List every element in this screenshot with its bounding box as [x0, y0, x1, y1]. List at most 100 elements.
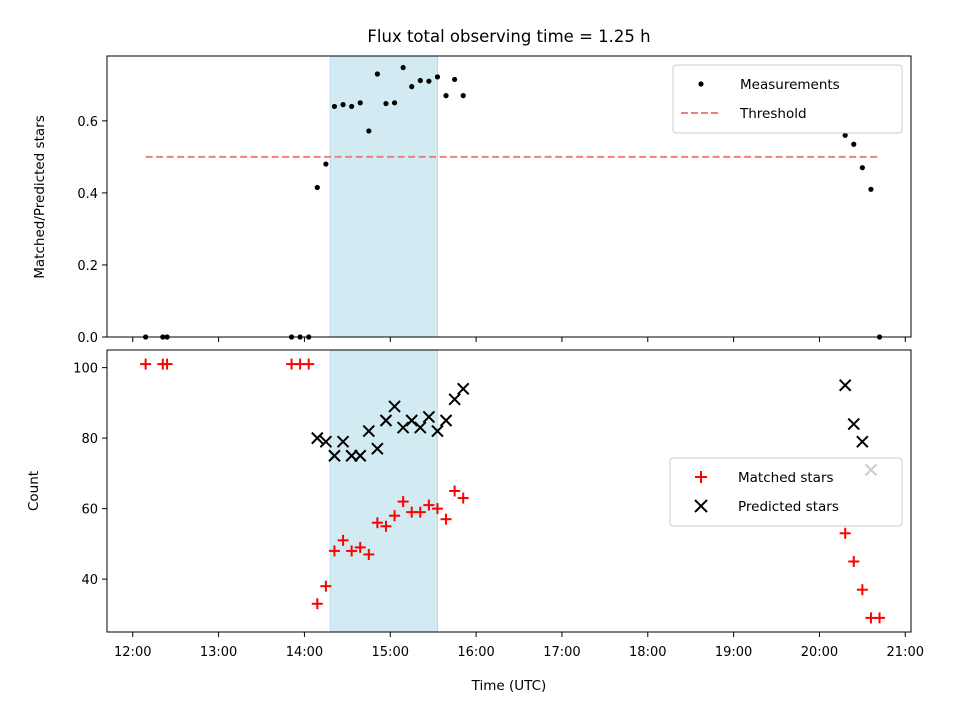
predicted-star-point [328, 449, 341, 462]
legend-measurements-label: Measurements [740, 77, 840, 93]
panel-counts-y-axis-label: Count [26, 471, 42, 511]
x-tick-label: 18:00 [629, 645, 666, 660]
matched-star-point [311, 598, 323, 610]
y-tick-label: 0.4 [77, 187, 98, 202]
matched-star-point [371, 517, 383, 529]
panel-ratio: 0.0 0.2 0.4 0.6 Flux total observing time =… [32, 27, 912, 346]
panel-counts: Matched stars Predicted stars 12:00 13:00… [26, 349, 924, 694]
measurement-point [426, 78, 432, 84]
measurement-point [331, 103, 338, 110]
predicted-star-point [379, 414, 393, 427]
predicted-star-point [336, 435, 350, 448]
x-tick-label: 13:00 [200, 645, 237, 660]
matched-star-point [161, 358, 173, 370]
measurement-point [851, 141, 857, 147]
matched-star-point [328, 545, 340, 557]
matched-star-point [303, 358, 315, 370]
predicted-star-point [856, 435, 869, 448]
y-tick-label: 0.6 [77, 115, 98, 130]
matched-star-point [397, 496, 409, 508]
y-tick-label: 40 [81, 573, 98, 588]
matched-star-point [337, 534, 349, 546]
panel-ratio-shaded-span [329, 55, 438, 338]
measurement-point [391, 100, 398, 106]
measurement-point [357, 100, 363, 106]
count-points [140, 358, 886, 624]
x-tick-label: 12:00 [114, 645, 151, 660]
matched-star-point [354, 541, 366, 553]
matched-star-point [414, 506, 426, 518]
predicted-star-point [354, 449, 367, 462]
predicted-star-point [311, 431, 324, 445]
predicted-star-point [405, 414, 418, 427]
matched-star-point [848, 556, 860, 567]
predicted-star-point [319, 435, 333, 448]
matched-star-point [380, 520, 392, 532]
measurement-point [859, 165, 865, 171]
predicted-star-point [838, 379, 852, 392]
predicted-star-point [431, 424, 444, 438]
panel-ratio-y-axis-label: Matched/Predicted stars [32, 115, 48, 278]
measurement-point [340, 102, 346, 108]
y-tick-label: 60 [81, 503, 98, 518]
panel-ratio-x-ticks [132, 337, 906, 342]
x-tick-label: 17:00 [543, 645, 580, 660]
measurement-point [409, 84, 415, 90]
measurement-point [460, 93, 466, 99]
matched-star-point [140, 358, 152, 370]
matched-star-point [389, 510, 401, 522]
matched-star-point [874, 612, 886, 624]
measurement-point [400, 64, 406, 71]
panel-counts-x-ticks: 12:00 13:00 14:00 15:00 16:00 17:00 18:00 19:00… [114, 632, 924, 660]
panel-ratio-legend: Measurements Threshold [672, 64, 903, 134]
x-tick-label: 14:00 [286, 645, 323, 660]
predicted-star-point [371, 442, 384, 455]
x-tick-label: 15:00 [372, 645, 409, 660]
predicted-star-point [422, 410, 436, 424]
panel-ratio-y-ticks: 0.0 0.2 0.4 0.6 [77, 115, 107, 346]
predicted-star-point [457, 382, 470, 395]
panel-counts-shaded-span [329, 349, 438, 633]
y-tick-label: 0.0 [77, 331, 98, 346]
panel-ratio-frame [106, 55, 912, 338]
y-tick-label: 0.2 [77, 259, 98, 274]
measurement-point [314, 184, 320, 191]
measurement-point [383, 100, 389, 107]
measurement-point [323, 161, 329, 167]
matched-star-point [423, 499, 435, 511]
matched-star-point [856, 584, 868, 596]
measurement-point [349, 103, 355, 110]
predicted-star-point [439, 414, 453, 427]
matched-star-point [346, 545, 358, 557]
measurement-point [374, 71, 380, 77]
x-tick-label: 20:00 [801, 645, 838, 660]
legend-measurements-marker [698, 81, 704, 87]
chart-title: Flux total observing time = 1.25 h [367, 27, 650, 46]
panel-counts-y-ticks: 40 60 80 100 [73, 362, 107, 588]
measurement-point [842, 132, 848, 138]
matched-star-point [363, 548, 375, 560]
x-tick-label: 16:00 [457, 645, 494, 660]
x-tick-label: 21:00 [887, 645, 924, 660]
panel-counts-legend: Matched stars Predicted stars [669, 457, 903, 527]
measurement-point [443, 93, 449, 99]
panel-counts-frame [106, 349, 912, 633]
measurement-point [868, 186, 874, 192]
legend-predicted-label: Predicted stars [738, 499, 839, 515]
y-tick-label: 100 [73, 362, 98, 377]
matched-star-point [320, 580, 332, 592]
matched-star-point [440, 513, 452, 525]
x-tick-label: 19:00 [715, 645, 752, 660]
legend-predicted-marker [694, 499, 708, 513]
measurement-point [417, 77, 423, 84]
matched-star-point [839, 527, 851, 539]
y-tick-label: 80 [81, 432, 98, 447]
matched-star-point [449, 485, 461, 497]
matched-star-point [431, 503, 443, 515]
predicted-star-point [362, 424, 376, 438]
predicted-star-point [414, 421, 427, 434]
measurement-point [366, 128, 372, 134]
panel-counts-legend-box [669, 457, 903, 527]
predicted-star-point [388, 400, 401, 413]
